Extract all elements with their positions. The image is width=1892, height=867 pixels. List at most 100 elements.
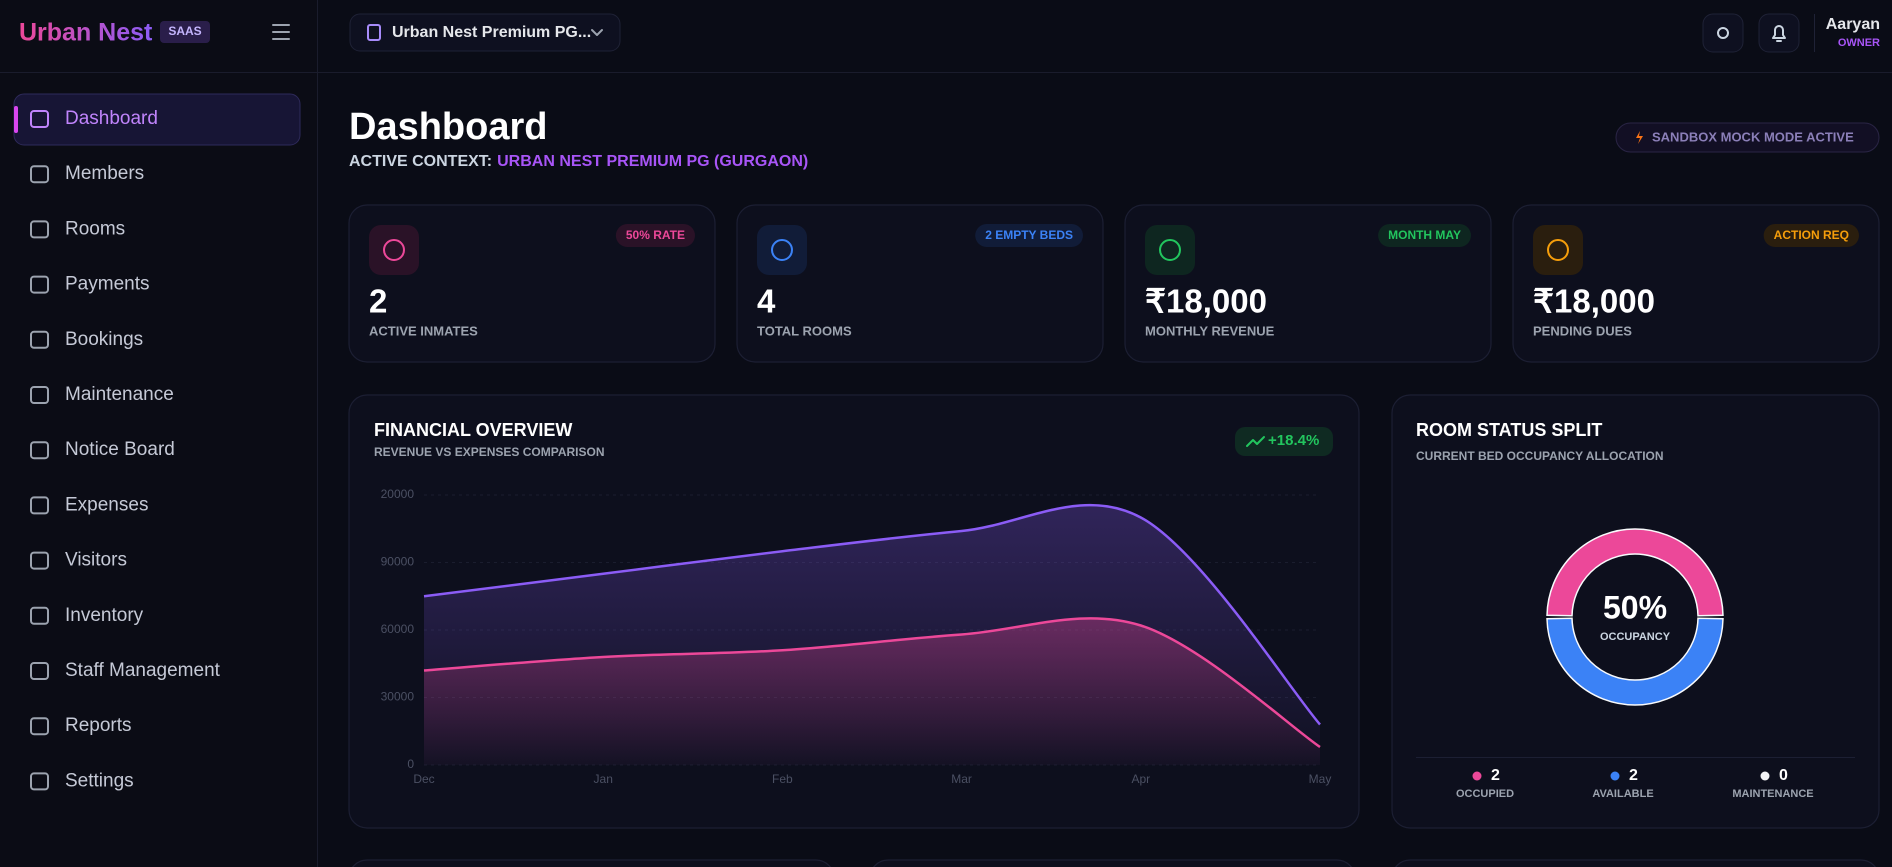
area-chart: 0 30000 60000 90000 20000 Dec Jan Feb Mar Apr May: [381, 487, 1332, 786]
nav-icon: [30, 330, 49, 349]
theme-toggle[interactable]: [1702, 13, 1744, 53]
nav-item[interactable]: Payments: [65, 274, 149, 295]
nav-icon: [30, 441, 49, 460]
room-card: [1391, 394, 1880, 829]
stat-badge: ACTION REQ: [1774, 228, 1849, 242]
nav-item[interactable]: Visitors: [65, 550, 127, 571]
nav-item[interactable]: Rooms: [65, 218, 125, 239]
nav-item[interactable]: Inventory: [65, 605, 144, 626]
legend-swatch: [1610, 771, 1620, 781]
property-selector[interactable]: [349, 13, 621, 52]
nav-active-bar: [14, 106, 18, 133]
stat-icon-bg: [369, 225, 419, 275]
nav-icon: [30, 772, 49, 791]
stat-badge: 50% RATE: [626, 228, 685, 242]
stat-badge-bg: [975, 224, 1083, 247]
legend-label: OCCUPIED: [1456, 788, 1514, 800]
x-tick-label: Apr: [1131, 772, 1150, 786]
y-tick-label: 20000: [381, 487, 415, 501]
lower-card: [873, 859, 1352, 867]
legend-swatch: [1472, 771, 1482, 781]
stats: 50% RATE 2 ACTIVE INMATES 2 EMPTY BEDS 4 TOTA…: [348, 204, 1880, 363]
user-name[interactable]: Aaryan: [1826, 16, 1880, 33]
brand: Urban Nest: [19, 19, 153, 47]
chart-subtitle: REVENUE VS EXPENSES COMPARISON: [374, 445, 605, 459]
nav-icon: [30, 662, 49, 680]
stat-badge-bg: [615, 224, 695, 247]
nav-item[interactable]: Notice Board: [65, 439, 175, 460]
donut-segment: [1546, 617, 1724, 706]
nav-item[interactable]: Members: [65, 163, 144, 184]
stat-badge-bg: [1378, 224, 1471, 247]
context-value: URBAN NEST PREMIUM PG (GURGAON): [497, 153, 808, 170]
nav-item[interactable]: Maintenance: [65, 384, 174, 405]
mode-badge: SANDBOX MOCK MODE ACTIVE: [1652, 129, 1854, 144]
nav-icon: [30, 551, 49, 570]
chart-subtitle: CURRENT BED OCCUPANCY ALLOCATION: [1416, 449, 1664, 463]
bell-icon: [1772, 25, 1786, 42]
x-tick-label: Feb: [772, 772, 793, 786]
legend-label: MAINTENANCE: [1732, 788, 1813, 800]
x-tick-label: Jan: [594, 772, 613, 786]
area-fill: [424, 618, 1320, 765]
legend-swatch: [1760, 771, 1770, 781]
stat-icon: [1547, 239, 1569, 261]
stat-value: 4: [757, 283, 776, 320]
stat-label: MONTHLY REVENUE: [1145, 323, 1275, 338]
stat-icon-bg: [757, 225, 807, 275]
x-tick-label: May: [1309, 772, 1332, 786]
nav-item[interactable]: Reports: [65, 715, 132, 736]
property-name: Urban Nest Premium PG...: [392, 24, 591, 41]
stat-value: ₹18,000: [1533, 283, 1655, 320]
menu-toggle[interactable]: [272, 24, 290, 40]
y-tick-label: 60000: [381, 622, 415, 636]
user-role: OWNER: [1838, 37, 1880, 49]
notifications[interactable]: [1758, 13, 1800, 53]
nav-icon: [30, 606, 49, 625]
chevron: [591, 29, 603, 36]
nav-item[interactable]: Settings: [65, 770, 134, 791]
stat-badge: 2 EMPTY BEDS: [985, 228, 1073, 242]
legend-value: 2: [1491, 767, 1500, 784]
mode-badge-bg: [1615, 122, 1880, 153]
nav-item[interactable]: Expenses: [65, 494, 148, 515]
donut-chart: 2 OCCUPIED 2 AVAILABLE 0 MAINTENANCE: [1456, 528, 1814, 800]
y-tick-label: 90000: [381, 555, 415, 569]
stat-label: ACTIVE INMATES: [369, 323, 478, 338]
stat-icon-bg: [1145, 225, 1195, 275]
lower-card: [352, 859, 831, 867]
trend-icon: [1246, 436, 1265, 447]
trend-badge-bg: [1235, 427, 1333, 456]
context-label: ACTIVE CONTEXT:: [349, 153, 492, 170]
donut-segment: [1546, 528, 1724, 617]
stat-badge-bg: [1763, 224, 1859, 247]
nav-item[interactable]: Bookings: [65, 329, 143, 350]
stat-value: ₹18,000: [1145, 283, 1267, 320]
property-icon: [367, 24, 381, 41]
brand-badge-bg: [160, 21, 210, 43]
nav-item[interactable]: Staff Management: [65, 660, 221, 681]
bolt-icon: [1636, 131, 1643, 144]
nav-icon: [30, 275, 49, 294]
trend-badge: +18.4%: [1268, 432, 1319, 449]
y-tick-label: 0: [407, 757, 414, 771]
stat-icon: [771, 239, 793, 261]
nav-item[interactable]: Dashboard: [65, 108, 158, 129]
donut-center: 50%: [1603, 589, 1667, 625]
legend-value: 0: [1779, 767, 1788, 784]
nav-icon: [30, 717, 49, 736]
nav-icon: [30, 220, 49, 239]
chart-title: FINANCIAL OVERVIEW: [374, 420, 572, 440]
nav: Dashboard Members Rooms Payments Bookings Mai…: [30, 108, 221, 791]
stat-icon: [383, 239, 405, 261]
sun-icon: [1717, 27, 1729, 39]
chart-title: ROOM STATUS SPLIT: [1416, 420, 1602, 440]
stat-label: PENDING DUES: [1533, 323, 1632, 338]
stat-icon-bg: [1533, 225, 1583, 275]
nav-icon: [30, 496, 49, 515]
lower-card: [1395, 859, 1876, 867]
brand-badge: SAAS: [168, 24, 201, 38]
stat-value: 2: [369, 283, 387, 320]
series-line: [423, 617, 1321, 749]
stat-badge: MONTH MAY: [1388, 228, 1461, 242]
